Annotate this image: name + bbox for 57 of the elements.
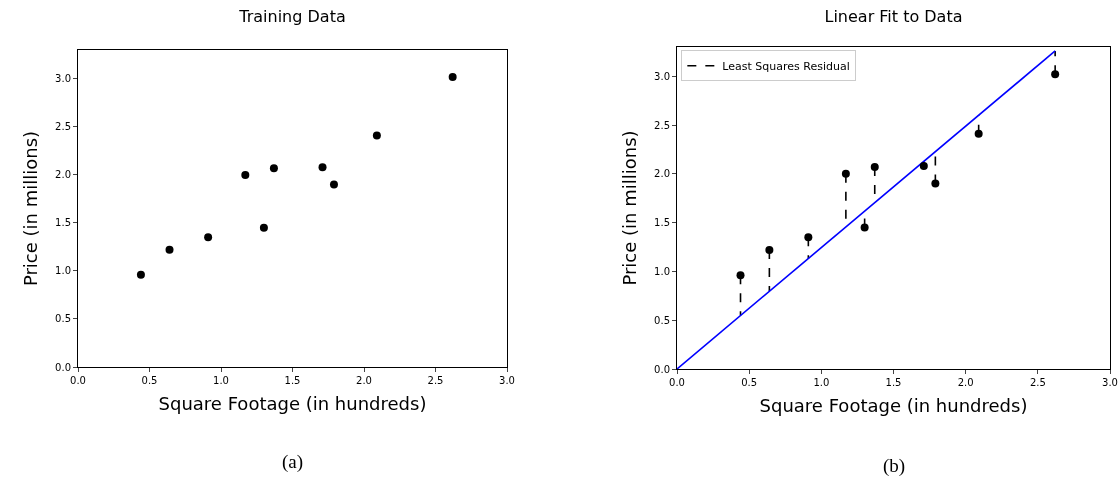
point bbox=[765, 245, 774, 254]
point bbox=[931, 179, 940, 188]
point bbox=[841, 169, 850, 178]
y-axis-title: Price (in millions) bbox=[20, 130, 42, 287]
y-tick-label: 2.5 bbox=[55, 121, 71, 133]
point bbox=[329, 180, 338, 189]
point bbox=[136, 270, 145, 279]
y-tick-label: 2.0 bbox=[654, 168, 670, 180]
y-tick-label: 2.5 bbox=[654, 119, 670, 131]
legend-label: Least Squares Residual bbox=[722, 60, 850, 74]
point bbox=[870, 163, 879, 172]
y-tick-label: 1.0 bbox=[55, 265, 71, 277]
x-tick-label: 2.0 bbox=[957, 377, 974, 388]
point bbox=[860, 223, 869, 232]
y-tick-label: 0.0 bbox=[55, 361, 71, 373]
x-tick-label: 3.0 bbox=[1102, 377, 1118, 388]
point bbox=[269, 164, 278, 173]
x-tick-label: 2.0 bbox=[356, 375, 372, 386]
point bbox=[241, 170, 250, 179]
x-tick-label: 3.0 bbox=[499, 375, 515, 386]
text: (a) bbox=[282, 451, 304, 473]
y-tick-label: 1.5 bbox=[654, 217, 670, 229]
x-tick-label: 0.0 bbox=[70, 375, 86, 386]
point bbox=[1051, 70, 1060, 79]
point bbox=[372, 131, 381, 140]
point bbox=[259, 223, 268, 232]
point bbox=[919, 162, 928, 171]
y-tick-label: 3.0 bbox=[654, 70, 670, 82]
x-axis-title: Square Footage (in hundreds) bbox=[759, 395, 1028, 417]
x-tick-label: 0.5 bbox=[741, 377, 758, 388]
x-tick-label: 0.0 bbox=[669, 377, 685, 388]
x-tick-label: 1.5 bbox=[284, 375, 301, 386]
point bbox=[974, 129, 983, 138]
x-tick-label: 2.5 bbox=[1029, 377, 1046, 388]
point bbox=[204, 233, 213, 242]
y-tick-label: 0.0 bbox=[654, 363, 670, 375]
point bbox=[804, 233, 813, 242]
x-tick-label: 1.5 bbox=[885, 377, 902, 388]
x-axis-title: Square Footage (in hundreds) bbox=[158, 393, 427, 415]
point bbox=[448, 72, 457, 81]
y-axis-title: Price (in millions) bbox=[619, 130, 641, 286]
y-tick-label: 0.5 bbox=[55, 313, 71, 325]
y-tick-label: 3.0 bbox=[55, 73, 71, 85]
y-tick-label: 0.5 bbox=[654, 314, 670, 326]
x-tick-label: 1.0 bbox=[813, 377, 830, 388]
y-tick-label: 2.0 bbox=[55, 169, 71, 181]
text: (b) bbox=[883, 455, 906, 477]
point bbox=[165, 245, 174, 254]
point bbox=[736, 271, 745, 280]
x-tick-label: 0.5 bbox=[141, 375, 158, 386]
chart-title: Training Data bbox=[238, 6, 346, 26]
x-tick-label: 2.5 bbox=[427, 375, 444, 386]
y-tick-label: 1.0 bbox=[654, 265, 670, 277]
chart-title: Linear Fit to Data bbox=[824, 6, 963, 26]
y-tick-label: 1.5 bbox=[55, 217, 71, 229]
point bbox=[318, 163, 327, 172]
x-tick-label: 1.0 bbox=[213, 375, 229, 386]
